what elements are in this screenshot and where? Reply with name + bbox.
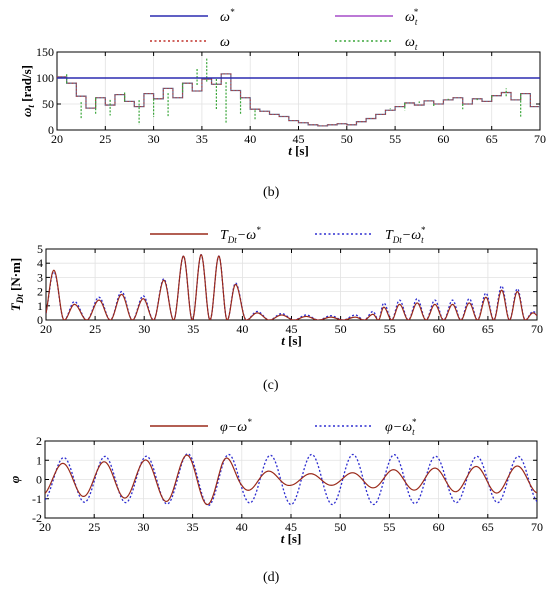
y-tick-label: 1 bbox=[36, 453, 42, 467]
x-tick-label: 40 bbox=[244, 132, 256, 146]
y-tick-label: -2 bbox=[32, 511, 42, 525]
legend-label: ωt* bbox=[405, 7, 418, 27]
series-phi-omega-star bbox=[45, 454, 537, 506]
x-tick-label: 20 bbox=[51, 132, 63, 146]
x-axis-label: t [s] bbox=[281, 531, 302, 546]
y-tick-label: 3 bbox=[37, 270, 43, 284]
x-tick-label: 70 bbox=[534, 132, 546, 146]
legend-label: ω* bbox=[220, 7, 235, 25]
plot-area bbox=[46, 253, 537, 320]
x-axis-label: t [s] bbox=[281, 333, 302, 348]
y-tick-label: 2 bbox=[36, 434, 42, 448]
y-tick-label: 0 bbox=[48, 123, 54, 137]
x-tick-label: 50 bbox=[334, 520, 346, 534]
x-tick-label: 40 bbox=[236, 322, 248, 336]
x-tick-label: 65 bbox=[482, 322, 494, 336]
x-tick-label: 35 bbox=[187, 322, 199, 336]
panel-label-b: (b) bbox=[263, 185, 280, 200]
x-tick-label: 35 bbox=[196, 132, 208, 146]
legend-label: TDt−ωt* bbox=[385, 225, 426, 245]
y-tick-label: 5 bbox=[37, 242, 43, 256]
legend-label: φ−ωt* bbox=[385, 417, 417, 437]
y-tick-label: 2 bbox=[37, 285, 43, 299]
x-tick-label: 25 bbox=[99, 132, 111, 146]
x-tick-label: 65 bbox=[482, 520, 494, 534]
legend-label: φ−ω* bbox=[220, 417, 252, 435]
x-tick-label: 70 bbox=[531, 520, 543, 534]
x-tick-label: 55 bbox=[383, 520, 395, 534]
x-tick-label: 25 bbox=[89, 322, 101, 336]
x-tick-label: 70 bbox=[531, 322, 543, 336]
x-tick-label: 20 bbox=[40, 322, 52, 336]
x-tick-label: 35 bbox=[187, 520, 199, 534]
chart-omega-speed: 20 25 30 35 40 45 50 55 60 65 70 0 50 100 150 t [s] ωt [… bbox=[19, 7, 546, 158]
y-tick-label: 100 bbox=[36, 71, 54, 85]
x-tick-label: 55 bbox=[389, 132, 401, 146]
panel-label-d: (d) bbox=[263, 570, 280, 585]
y-tick-label: -1 bbox=[32, 492, 42, 506]
x-tick-label: 65 bbox=[486, 132, 498, 146]
x-tick-label: 40 bbox=[236, 520, 248, 534]
series-torque-omega-star bbox=[46, 253, 537, 320]
y-tick-label: 150 bbox=[36, 45, 54, 59]
x-tick-label: 45 bbox=[293, 132, 305, 146]
legend: ω* ωt* ω ωt bbox=[150, 7, 418, 52]
x-tick-label: 25 bbox=[88, 520, 100, 534]
y-tick-label: 50 bbox=[42, 97, 54, 111]
legend: TDt−ω* TDt−ωt* bbox=[150, 225, 426, 245]
plot-area bbox=[45, 453, 537, 507]
legend-label: ωt bbox=[405, 35, 418, 52]
x-tick-label: 30 bbox=[137, 520, 149, 534]
y-axis-label: TDt [N·m] bbox=[8, 258, 25, 311]
x-tick-label: 45 bbox=[285, 520, 297, 534]
x-tick-label: 60 bbox=[437, 132, 449, 146]
y-tick-label: 0 bbox=[37, 313, 43, 327]
legend-label: TDt−ω* bbox=[220, 225, 261, 245]
y-tick-label: 1 bbox=[37, 299, 43, 313]
x-tick-label: 30 bbox=[148, 132, 160, 146]
x-tick-label: 20 bbox=[39, 520, 51, 534]
y-tick-label: 4 bbox=[37, 256, 43, 270]
x-tick-label: 60 bbox=[433, 322, 445, 336]
x-tick-label: 50 bbox=[341, 132, 353, 146]
y-axis-label: φ bbox=[7, 475, 22, 483]
y-axis-label: ωt [rad/s] bbox=[19, 65, 36, 117]
legend: φ−ω* φ−ωt* bbox=[150, 417, 417, 437]
y-tick-label: 0 bbox=[36, 473, 42, 487]
legend-label: ω bbox=[220, 35, 230, 50]
x-tick-label: 50 bbox=[335, 322, 347, 336]
x-tick-label: 60 bbox=[433, 520, 445, 534]
panel-label-c: (c) bbox=[263, 378, 279, 393]
plot-area bbox=[57, 57, 540, 127]
x-tick-label: 45 bbox=[286, 322, 298, 336]
series-omega bbox=[57, 73, 540, 127]
x-tick-label: 55 bbox=[384, 322, 396, 336]
x-axis-label: t [s] bbox=[288, 143, 309, 158]
x-tick-label: 30 bbox=[138, 322, 150, 336]
